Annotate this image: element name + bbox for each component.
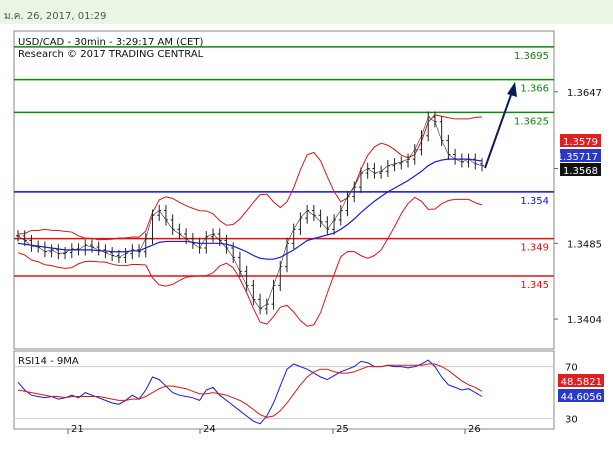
moving-average-line — [17, 158, 483, 260]
rsi-badge-label: 48.5821 — [561, 377, 602, 388]
rsi-ma-line — [17, 363, 483, 418]
price-badge-label: 1.3579 — [563, 137, 598, 148]
x-tick-label: 24 — [203, 424, 216, 435]
rsi-badge — [558, 389, 604, 402]
upper-band-line — [17, 114, 483, 241]
price-badge-label: 1.3568 — [563, 166, 598, 177]
rsi-title: RSI14 - 9MA — [18, 356, 79, 367]
header-datetime: ม.ค. 26, 2017, 01:29 — [4, 11, 107, 22]
price-tick-label: 1.3647 — [567, 88, 602, 99]
lower-band-line — [17, 196, 483, 327]
price-badge — [560, 134, 601, 147]
chart-title: USD/CAD - 30min - 3:29:17 AM (CET) — [18, 37, 203, 48]
level-label: 1.366 — [520, 84, 549, 95]
level-label: 1.354 — [520, 196, 549, 207]
rsi-tick-label: 70 — [565, 363, 578, 374]
price-tick-label: 1.3485 — [567, 239, 602, 250]
rsi-badge — [558, 374, 604, 387]
x-tick-label: 26 — [468, 424, 481, 435]
forecast-arrow — [484, 91, 513, 169]
forecast-arrow-head — [507, 82, 517, 97]
rsi-badge-label: 44.6056 — [561, 392, 602, 403]
price-badge — [560, 149, 601, 162]
price-badge — [560, 163, 601, 176]
level-label: 1.3695 — [514, 51, 549, 62]
x-tick-label: 25 — [336, 424, 349, 435]
price-badge-label: 1.35717 — [557, 152, 598, 163]
level-label: 1.349 — [520, 243, 549, 254]
price-panel-frame — [13, 30, 555, 350]
header-bar: ม.ค. 26, 2017, 01:29 — [0, 0, 613, 24]
rsi-panel-frame — [13, 350, 555, 430]
price-line — [17, 116, 483, 310]
level-label: 1.3625 — [514, 116, 549, 127]
chart-subtitle: Research © 2017 TRADING CENTRAL — [18, 49, 204, 60]
x-tick-label: 21 — [71, 424, 84, 435]
level-label: 1.345 — [520, 280, 549, 291]
rsi-tick-label: 30 — [565, 415, 578, 426]
price-tick-label: 1.3404 — [567, 315, 602, 326]
